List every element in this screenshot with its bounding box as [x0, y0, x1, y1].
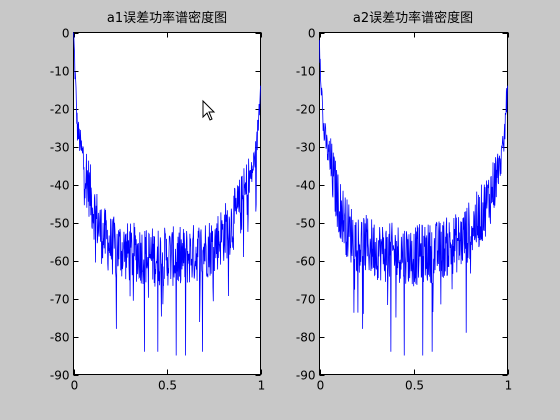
axes-a2-frame: [319, 32, 508, 375]
axes-a1: a1误差功率谱密度图 0-10-20-30-40-50-60-70-80-900…: [50, 10, 265, 393]
axes-a1-plot: [73, 32, 261, 356]
y-tick-label: -90: [50, 369, 70, 383]
axes-a1-title: a1误差功率谱密度图: [107, 10, 227, 26]
psd-series-line: [319, 40, 508, 356]
axes-a2-title: a2误差功率谱密度图: [353, 10, 473, 26]
x-tick-label: 1: [258, 379, 266, 393]
y-tick-label: 0: [308, 27, 316, 41]
y-tick-label: -10: [296, 65, 316, 79]
y-tick-label: 0: [62, 27, 70, 41]
x-tick-label: 1: [505, 379, 513, 393]
y-tick-label: -50: [296, 217, 316, 231]
y-tick-label: -30: [296, 141, 316, 155]
y-tick-label: -70: [50, 293, 70, 307]
mouse-cursor-icon: [202, 99, 216, 121]
y-tick-label: -40: [50, 179, 70, 193]
y-tick-label: -20: [50, 103, 70, 117]
psd-series-line: [73, 32, 261, 356]
y-tick-label: -30: [50, 141, 70, 155]
y-tick-label: -80: [50, 331, 70, 345]
y-tick-label: -20: [296, 103, 316, 117]
y-tick-label: -70: [296, 293, 316, 307]
axes-a1-frame: [73, 32, 261, 375]
x-tick-label: 0: [71, 379, 79, 393]
axes-a1-ticks: [73, 32, 262, 376]
axes-a2-tick-labels: 0-10-20-30-40-50-60-70-80-900 0.5 1: [296, 27, 512, 393]
axes-a2: a2误差功率谱密度图 0-10-20-30-40-50-60-70-80-900…: [296, 10, 512, 393]
axes-a2-plot: [319, 40, 508, 356]
x-tick-label: 0.5: [158, 379, 177, 393]
y-tick-label: -50: [50, 217, 70, 231]
x-tick-label: 0.5: [405, 379, 424, 393]
y-tick-label: -40: [296, 179, 316, 193]
x-tick-label: 0: [317, 379, 325, 393]
axes-a1-tick-labels: 0-10-20-30-40-50-60-70-80-900 0.5 1: [50, 27, 265, 393]
y-tick-label: -90: [296, 369, 316, 383]
y-tick-label: -80: [296, 331, 316, 345]
y-tick-label: -60: [296, 255, 316, 269]
y-tick-label: -60: [50, 255, 70, 269]
y-tick-label: -10: [50, 65, 70, 79]
